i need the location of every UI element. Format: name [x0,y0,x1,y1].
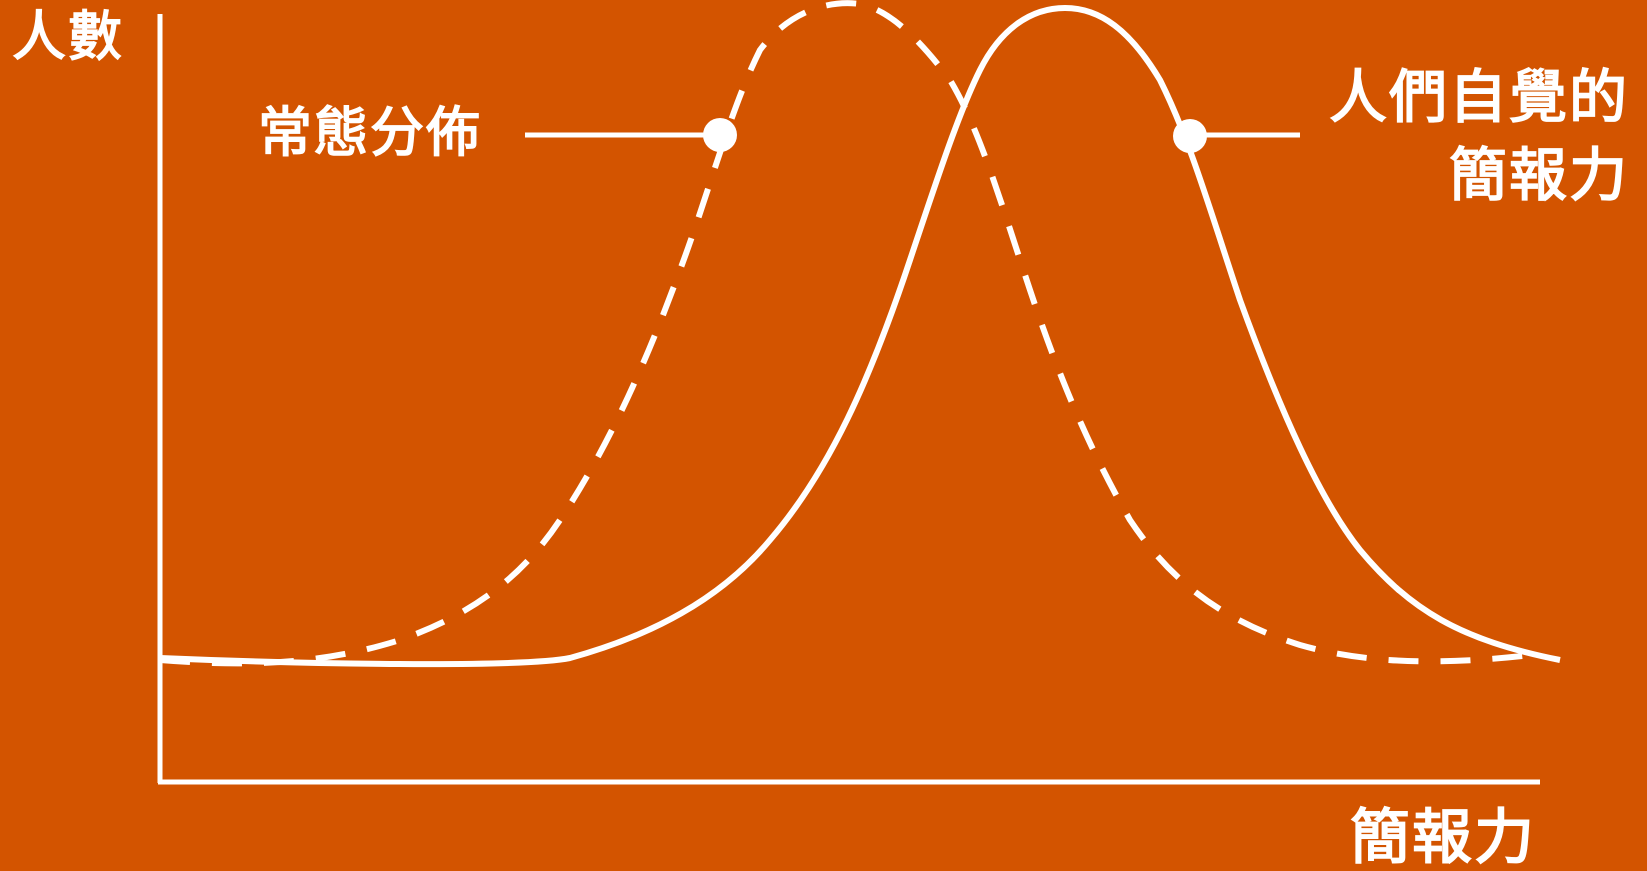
x-axis-label: 簡報力 [1350,803,1536,871]
perceived-label-line2: 簡報力 [1448,141,1629,209]
y-axis-label: 人數 [12,5,124,68]
perceived-label-line1: 人們自覺的 [1328,63,1629,131]
perceived-ability-label: 人們自覺的 簡報力 [1329,58,1629,214]
normal-distribution-curve [159,0,1541,667]
perceived-ability-curve [159,4,1561,668]
normal-distribution-label: 常態分佈 [258,101,482,164]
normal-distribution-marker [703,118,737,152]
perceived-marker [1173,119,1207,153]
